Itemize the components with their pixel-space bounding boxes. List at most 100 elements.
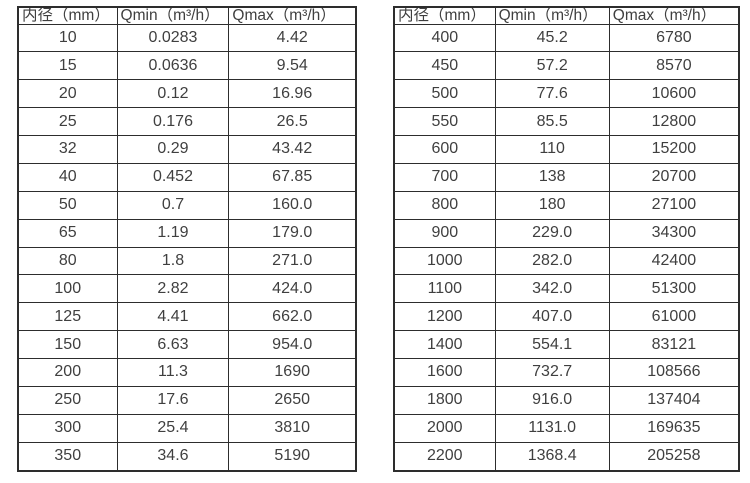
table-row: 40 0.452 67.85: [17, 162, 357, 192]
table-cell: 2.82: [116, 274, 230, 304]
table-cell: 6.63: [116, 330, 230, 359]
table-header: 内径（mm） Qmin（m³/h） Qmax（m³/h）: [17, 6, 357, 25]
flow-spec-table-large: 内径（mm） Qmin（m³/h） Qmax（m³/h） 400 45.2 6780…: [393, 6, 740, 472]
table-cell: 51300: [608, 274, 740, 304]
header-qmax: Qmax（m³/h）: [228, 6, 357, 25]
table-cell: 10: [17, 23, 118, 53]
table-cell: 32: [17, 135, 118, 164]
table-cell: 17.6: [116, 385, 230, 415]
table-cell: 0.0636: [116, 51, 230, 81]
header-qmax: Qmax（m³/h）: [608, 6, 740, 25]
table-row: 1200 407.0 61000: [393, 302, 740, 332]
table-cell: 10600: [608, 79, 740, 109]
table-cell: 27100: [608, 190, 740, 220]
table-row: 200 11.3 1690: [17, 358, 357, 387]
table-row: 2200 1368.4 205258: [393, 441, 740, 472]
table-cell: 500: [393, 79, 496, 109]
table-cell: 8570: [608, 51, 740, 81]
table-cell: 9.54: [228, 51, 357, 81]
table-row: 50 0.7 160.0: [17, 190, 357, 220]
table-cell: 15: [17, 51, 118, 81]
table-row: 300 25.4 3810: [17, 413, 357, 443]
table-cell: 34.6: [116, 441, 230, 472]
table-cell: 250: [17, 385, 118, 415]
table-cell: 0.12: [116, 79, 230, 109]
table-row: 10 0.0283 4.42: [17, 23, 357, 53]
table-cell: 1400: [393, 330, 496, 359]
table-row: 1000 282.0 42400: [393, 246, 740, 276]
table-cell: 16.96: [228, 79, 357, 109]
table-cell: 424.0: [228, 274, 357, 304]
table-cell: 160.0: [228, 190, 357, 220]
table-row: 1400 554.1 83121: [393, 330, 740, 359]
table-row: 550 85.5 12800: [393, 107, 740, 136]
table-cell: 732.7: [494, 358, 610, 387]
table-cell: 169635: [608, 413, 740, 443]
table-cell: 554.1: [494, 330, 610, 359]
table-cell: 125: [17, 302, 118, 332]
table-cell: 2650: [228, 385, 357, 415]
table-cell: 11.3: [116, 358, 230, 387]
table-cell: 4.42: [228, 23, 357, 53]
header-row: 内径（mm） Qmin（m³/h） Qmax（m³/h）: [17, 6, 357, 25]
header-row: 内径（mm） Qmin（m³/h） Qmax（m³/h）: [393, 6, 740, 25]
table-cell: 300: [17, 413, 118, 443]
table-row: 1800 916.0 137404: [393, 385, 740, 415]
table-cell: 600: [393, 135, 496, 164]
table-cell: 1100: [393, 274, 496, 304]
table-header: 内径（mm） Qmin（m³/h） Qmax（m³/h）: [393, 6, 740, 25]
table-row: 100 2.82 424.0: [17, 274, 357, 304]
table-cell: 407.0: [494, 302, 610, 332]
table-row: 500 77.6 10600: [393, 79, 740, 109]
flow-spec-tables: 内径（mm） Qmin（m³/h） Qmax（m³/h） 10 0.0283 4.4…: [17, 6, 740, 472]
table-cell: 12800: [608, 107, 740, 136]
table-row: 1600 732.7 108566: [393, 358, 740, 387]
table-cell: 342.0: [494, 274, 610, 304]
table-cell: 700: [393, 162, 496, 192]
table-cell: 0.0283: [116, 23, 230, 53]
table-cell: 1131.0: [494, 413, 610, 443]
table-row: 600 110 15200: [393, 135, 740, 164]
table-cell: 179.0: [228, 218, 357, 248]
table-row: 20 0.12 16.96: [17, 79, 357, 109]
table-cell: 25.4: [116, 413, 230, 443]
table-cell: 1690: [228, 358, 357, 387]
table-cell: 5190: [228, 441, 357, 472]
table-cell: 0.29: [116, 135, 230, 164]
table-row: 450 57.2 8570: [393, 51, 740, 81]
table-row: 700 138 20700: [393, 162, 740, 192]
table-cell: 3810: [228, 413, 357, 443]
table-cell: 137404: [608, 385, 740, 415]
table-cell: 205258: [608, 441, 740, 472]
table-cell: 271.0: [228, 246, 357, 276]
table-cell: 2000: [393, 413, 496, 443]
table-cell: 282.0: [494, 246, 610, 276]
table-cell: 900: [393, 218, 496, 248]
table-row: 125 4.41 662.0: [17, 302, 357, 332]
table-cell: 0.176: [116, 107, 230, 136]
table-row: 25 0.176 26.5: [17, 107, 357, 136]
table-cell: 42400: [608, 246, 740, 276]
table-body: 10 0.0283 4.42 15 0.0636 9.54 20 0.12 16.96 25 0.1…: [17, 23, 357, 472]
table-row: 250 17.6 2650: [17, 385, 357, 415]
table-cell: 0.452: [116, 162, 230, 192]
table-cell: 34300: [608, 218, 740, 248]
table-cell: 100: [17, 274, 118, 304]
table-row: 1100 342.0 51300: [393, 274, 740, 304]
table-cell: 1368.4: [494, 441, 610, 472]
table-cell: 1600: [393, 358, 496, 387]
header-inner-diameter: 内径（mm）: [17, 6, 118, 25]
table-cell: 1800: [393, 385, 496, 415]
table-cell: 50: [17, 190, 118, 220]
table-row: 400 45.2 6780: [393, 23, 740, 53]
table-cell: 67.85: [228, 162, 357, 192]
table-cell: 229.0: [494, 218, 610, 248]
table-cell: 108566: [608, 358, 740, 387]
table-cell: 45.2: [494, 23, 610, 53]
table-cell: 65: [17, 218, 118, 248]
header-qmin: Qmin（m³/h）: [116, 6, 230, 25]
table-cell: 57.2: [494, 51, 610, 81]
table-cell: 1.8: [116, 246, 230, 276]
table-cell: 138: [494, 162, 610, 192]
flow-spec-table-small: 内径（mm） Qmin（m³/h） Qmax（m³/h） 10 0.0283 4.4…: [17, 6, 357, 472]
